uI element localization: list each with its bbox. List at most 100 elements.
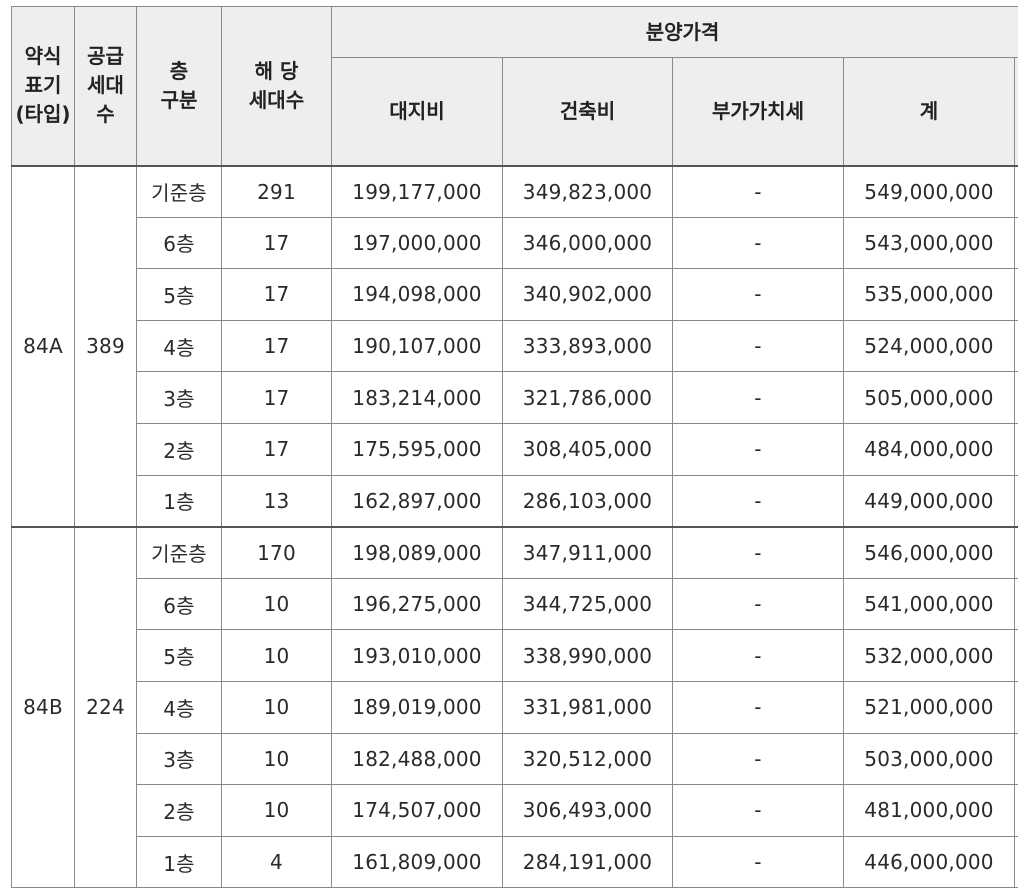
extra-cell bbox=[1014, 422, 1018, 476]
floor-cell: 1층 bbox=[136, 835, 222, 889]
units-cell: 17 bbox=[221, 371, 332, 424]
land-price-cell: 189,019,000 bbox=[331, 680, 503, 734]
table-row: 1층 4 161,809,000 284,191,000-446,000,000 bbox=[12, 835, 1018, 889]
floor-cell: 4층 bbox=[136, 680, 222, 734]
table-row: 4층 10 189,019,000 331,981,000-521,000,000 bbox=[12, 680, 1018, 734]
land-price-cell: 198,089,000 bbox=[331, 525, 503, 579]
units-cell: 10 bbox=[221, 732, 332, 786]
units-cell: 291 bbox=[221, 165, 332, 218]
price-group-header: 분양가격 bbox=[331, 6, 1018, 58]
supply-cell: 224 bbox=[74, 525, 137, 889]
table-row: 3층 17 183,214,000 321,786,000-505,000,000 bbox=[12, 371, 1018, 424]
building-price-cell: 306,493,000 bbox=[502, 784, 673, 837]
vat-cell: - bbox=[672, 577, 844, 631]
table-row: 2층 10 174,507,000 306,493,000-481,000,000 bbox=[12, 784, 1018, 837]
table-body: 84A 389 기준층 291 199,177,000 349,823,000-549,0… bbox=[11, 164, 1018, 889]
floor-cell: 5층 bbox=[136, 268, 222, 321]
extra-cell bbox=[1014, 371, 1018, 424]
total-price-cell: 521,000,000 bbox=[843, 680, 1015, 734]
extra-cell bbox=[1014, 629, 1018, 682]
building-price-cell: 331,981,000 bbox=[502, 680, 673, 734]
extra-cell bbox=[1014, 732, 1018, 786]
table-row: 84A 389 기준층 291 199,177,000 349,823,000-549,0… bbox=[11, 164, 1018, 528]
land-price-cell: 175,595,000 bbox=[331, 422, 503, 476]
total-price-cell: 549,000,000 bbox=[843, 165, 1015, 218]
land-price-cell: 197,000,000 bbox=[331, 216, 503, 270]
land-price-cell: 199,177,000 bbox=[331, 165, 503, 218]
table-row: 84B 224 기준층 170 198,089,000 347,911,000-546,0… bbox=[11, 525, 1018, 889]
vat-header: 부가가치세 bbox=[672, 57, 844, 167]
total-price-cell: 449,000,000 bbox=[843, 474, 1015, 528]
land-price-cell: 193,010,000 bbox=[331, 629, 503, 682]
units-cell: 10 bbox=[221, 784, 332, 837]
floor-header-label: 층 구분 bbox=[161, 57, 198, 115]
land-price-cell: 161,809,000 bbox=[331, 835, 503, 889]
supply-header-line: 세대 bbox=[87, 73, 124, 98]
supply-header-line: 수 bbox=[96, 102, 115, 127]
table-row: 3층 10 182,488,000 320,512,000-503,000,000 bbox=[12, 732, 1018, 786]
floor-cell: 6층 bbox=[136, 216, 222, 270]
vat-cell: - bbox=[672, 732, 844, 786]
table-row: 1층 13 162,897,000 286,103,000-449,000,000 bbox=[12, 474, 1018, 528]
vat-cell: - bbox=[672, 525, 844, 579]
floor-cell: 기준층 bbox=[136, 165, 222, 218]
units-header-label: 해 당 세대수 bbox=[249, 57, 304, 115]
building-price-cell: 284,191,000 bbox=[502, 835, 673, 889]
building-price-cell: 308,405,000 bbox=[502, 422, 673, 476]
land-price-cell: 182,488,000 bbox=[331, 732, 503, 786]
extra-header-cell bbox=[1014, 57, 1018, 167]
land-price-cell: 196,275,000 bbox=[331, 577, 503, 631]
header-row-bottom: 대지비 건축비 부가가치세 계 bbox=[12, 57, 1018, 167]
total-price-cell: 541,000,000 bbox=[843, 577, 1015, 631]
units-cell: 17 bbox=[221, 268, 332, 321]
table-row: 6층 17 197,000,000 346,000,000-543,000,000 bbox=[12, 216, 1018, 270]
vat-cell: - bbox=[672, 319, 844, 373]
vat-cell: - bbox=[672, 216, 844, 270]
units-cell: 17 bbox=[221, 319, 332, 373]
extra-cell bbox=[1014, 680, 1018, 734]
floor-header: 층 구분 bbox=[136, 6, 222, 167]
supply-cell: 389 bbox=[74, 164, 137, 528]
price-table: 약식 표기 (타입) 공급 세대 수 층 구분 bbox=[11, 6, 1018, 889]
total-price-cell: 503,000,000 bbox=[843, 732, 1015, 786]
units-cell: 13 bbox=[221, 474, 332, 528]
total-price-cell: 546,000,000 bbox=[843, 525, 1015, 579]
floor-cell: 기준층 bbox=[136, 525, 222, 579]
type-header-label: 약식 표기 (타입) bbox=[15, 42, 70, 129]
total-header: 계 bbox=[843, 57, 1015, 167]
building-price-cell: 347,911,000 bbox=[502, 525, 673, 579]
total-price-cell: 505,000,000 bbox=[843, 371, 1015, 424]
land-price-cell: 194,098,000 bbox=[331, 268, 503, 321]
floor-header-line: 구분 bbox=[160, 87, 198, 112]
total-price-cell: 481,000,000 bbox=[843, 784, 1015, 837]
building-price-cell: 320,512,000 bbox=[502, 732, 673, 786]
land-price-cell: 183,214,000 bbox=[331, 371, 503, 424]
total-price-cell: 484,000,000 bbox=[843, 422, 1015, 476]
total-price-cell: 535,000,000 bbox=[843, 268, 1015, 321]
building-header: 건축비 bbox=[502, 57, 673, 167]
vat-cell: - bbox=[672, 835, 844, 889]
supply-header: 공급 세대 수 bbox=[74, 6, 137, 167]
floor-cell: 1층 bbox=[136, 474, 222, 528]
units-cell: 10 bbox=[221, 629, 332, 682]
table-row: 5층 10 193,010,000 338,990,000-532,000,000 bbox=[12, 629, 1018, 682]
vat-cell: - bbox=[672, 165, 844, 218]
units-cell: 17 bbox=[221, 216, 332, 270]
type-cell: 84B bbox=[11, 525, 75, 889]
floor-cell: 4층 bbox=[136, 319, 222, 373]
type-header-line: (타입) bbox=[15, 102, 71, 127]
extra-cell bbox=[1014, 216, 1018, 270]
extra-cell bbox=[1014, 784, 1018, 837]
floor-cell: 3층 bbox=[136, 371, 222, 424]
vat-cell: - bbox=[672, 784, 844, 837]
land-price-cell: 174,507,000 bbox=[331, 784, 503, 837]
vat-cell: - bbox=[672, 629, 844, 682]
floor-cell: 6층 bbox=[136, 577, 222, 631]
units-cell: 170 bbox=[221, 525, 332, 579]
building-price-cell: 340,902,000 bbox=[502, 268, 673, 321]
type-header-line: 약식 bbox=[24, 44, 62, 69]
building-price-cell: 286,103,000 bbox=[502, 474, 673, 528]
extra-cell bbox=[1014, 165, 1018, 218]
extra-cell bbox=[1014, 835, 1018, 889]
units-header-line: 세대수 bbox=[248, 87, 305, 112]
